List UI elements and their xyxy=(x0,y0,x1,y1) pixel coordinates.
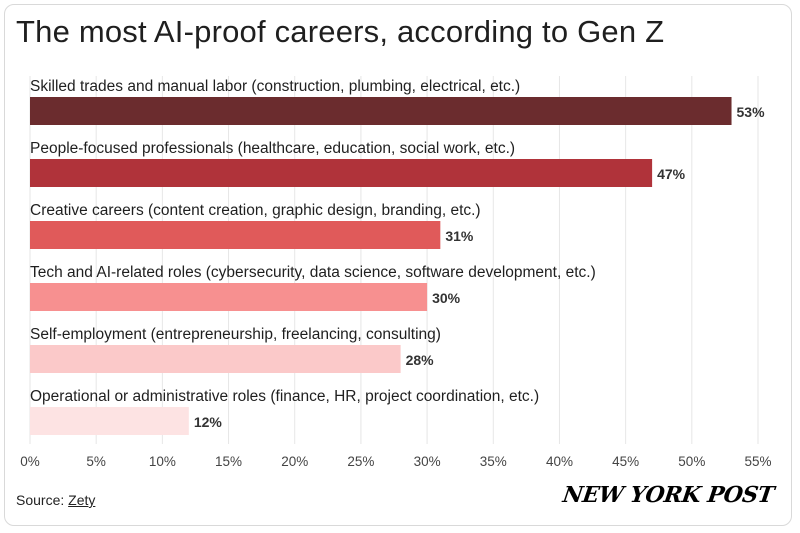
x-tick-label: 5% xyxy=(86,454,106,469)
new-york-post-logo: NEW YORK POST xyxy=(561,482,776,508)
bar xyxy=(30,97,732,125)
value-label: 47% xyxy=(657,166,686,182)
bars xyxy=(30,97,732,435)
x-tick-label: 35% xyxy=(480,454,507,469)
source-note: Source: Zety xyxy=(16,492,95,508)
source-link[interactable]: Zety xyxy=(68,492,96,508)
x-tick-label: 10% xyxy=(149,454,176,469)
value-label: 30% xyxy=(432,290,461,306)
value-label: 12% xyxy=(194,414,223,430)
category-label: Tech and AI-related roles (cybersecurity… xyxy=(30,264,596,281)
x-tick-label: 20% xyxy=(281,454,308,469)
x-tick-label: 55% xyxy=(744,454,771,469)
bar xyxy=(30,407,189,435)
category-labels: Skilled trades and manual labor (constru… xyxy=(30,78,596,405)
gridlines xyxy=(29,76,759,444)
category-label: Operational or administrative roles (fin… xyxy=(30,388,539,405)
x-tick-label: 25% xyxy=(347,454,374,469)
x-tick-label: 0% xyxy=(20,454,40,469)
category-label: Creative careers (content creation, grap… xyxy=(30,202,481,219)
x-tick-label: 15% xyxy=(215,454,242,469)
x-axis-ticks: 0% 5% 10% 15% 20% 25% 30% 35% 40% 45% 50% 55% xyxy=(20,454,771,469)
chart-title: The most AI-proof careers, according to … xyxy=(16,14,665,49)
chart-frame xyxy=(4,4,792,526)
category-label: Skilled trades and manual labor (constru… xyxy=(30,78,520,95)
value-label: 53% xyxy=(737,104,766,120)
bar xyxy=(30,345,401,373)
category-label: Self-employment (entrepreneurship, freel… xyxy=(30,326,441,343)
x-tick-label: 40% xyxy=(546,454,573,469)
value-label: 28% xyxy=(406,352,435,368)
bar xyxy=(30,221,441,249)
source-prefix: Source: xyxy=(16,492,69,508)
x-tick-label: 30% xyxy=(414,454,441,469)
value-labels: 53% 47% 31% 30% 28% 12% xyxy=(194,104,765,430)
category-label: People-focused professionals (healthcare… xyxy=(30,140,515,157)
x-tick-label: 45% xyxy=(612,454,639,469)
x-tick-label: 50% xyxy=(678,454,705,469)
value-label: 31% xyxy=(445,228,474,244)
bar xyxy=(30,283,428,311)
bar xyxy=(30,159,653,187)
